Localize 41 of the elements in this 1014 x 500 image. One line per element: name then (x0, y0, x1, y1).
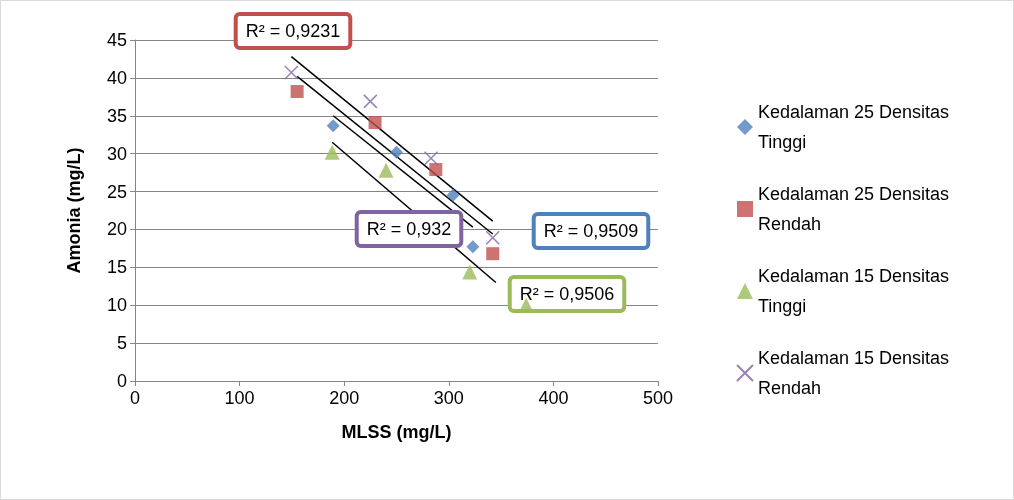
point (290, 85, 304, 99)
point (324, 144, 340, 160)
x-tick-label: 400 (538, 388, 569, 408)
point (486, 247, 500, 261)
x-tick-label: 200 (329, 388, 360, 408)
y-tick-label: 30 (106, 143, 127, 164)
point (462, 264, 478, 280)
point (429, 163, 443, 177)
x-axis-title: MLSS (mg/L) (341, 422, 452, 442)
point (485, 230, 500, 246)
y-tick-label: 5 (116, 333, 127, 354)
point (326, 119, 340, 133)
point (466, 240, 480, 254)
point (446, 188, 460, 202)
y-tick-label: 45 (106, 30, 127, 50)
y-tick-label: 25 (106, 181, 127, 202)
point (363, 94, 378, 109)
annotation: R² = 0,9231 (245, 21, 341, 41)
y-tick-label: 20 (106, 219, 127, 240)
point (368, 116, 382, 130)
legend-label: Kedalaman 25 Densitas Tinggi (758, 102, 955, 152)
point (284, 65, 299, 80)
annotation: R² = 0,9509 (543, 221, 639, 241)
legend-label: Kedalaman 25 Densitas Rendah (758, 184, 955, 234)
y-tick-label: 40 (106, 67, 127, 88)
x-tick-label: 0 (129, 388, 141, 408)
x-tick-label: 100 (224, 388, 255, 408)
annotation: R² = 0,9506 (519, 284, 615, 304)
y-tick-label: 10 (106, 295, 127, 316)
y-tick-label: 15 (106, 257, 127, 278)
legend-label: Kedalaman 15 Densitas Rendah (758, 348, 955, 398)
point (378, 162, 394, 178)
annotation: R² = 0,932 (366, 219, 452, 239)
x-tick-label: 300 (433, 388, 464, 408)
point (423, 150, 439, 166)
y-tick-label: 35 (106, 105, 127, 126)
y-tick-label: 0 (116, 371, 127, 391)
x-tick-label: 500 (642, 388, 674, 408)
point (390, 145, 403, 159)
y-axis-title: Amonia (mg/L) (64, 147, 84, 274)
legend-label: Kedalaman 15 Densitas Tinggi (758, 266, 955, 316)
